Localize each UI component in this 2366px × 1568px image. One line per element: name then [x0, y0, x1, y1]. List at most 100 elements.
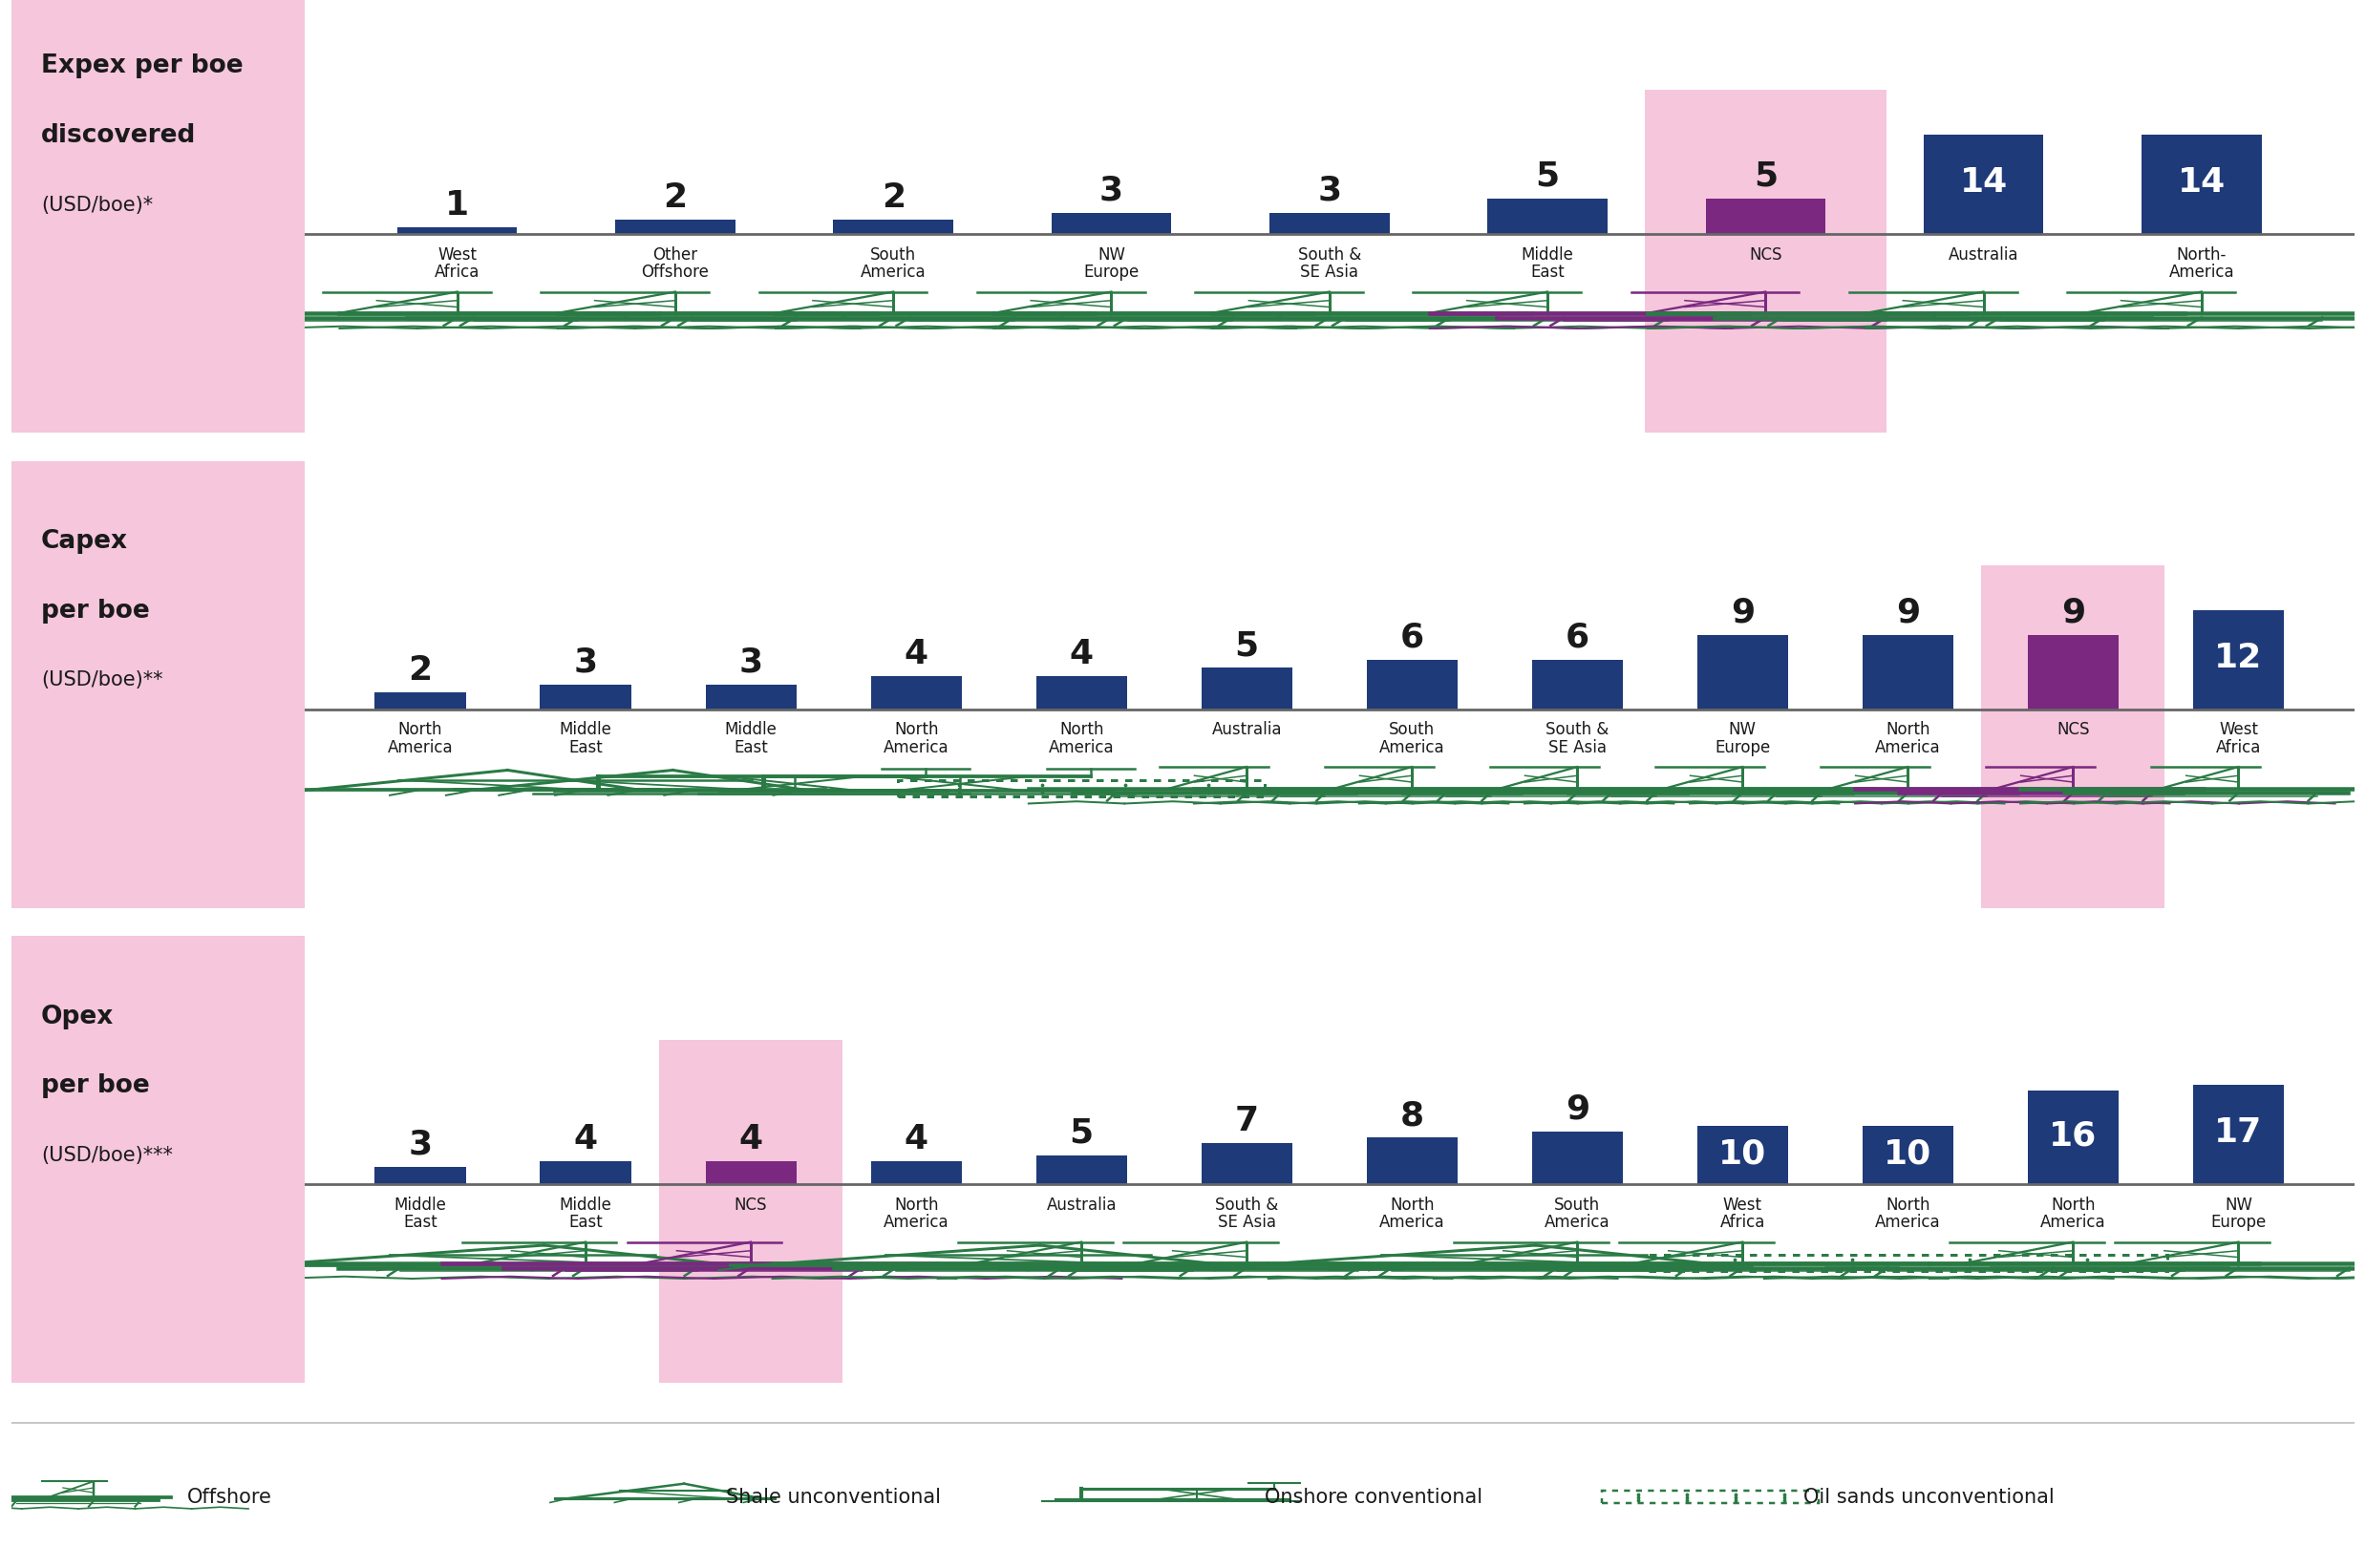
Text: America: America [388, 739, 454, 756]
Text: America: America [883, 1214, 949, 1231]
Text: 10: 10 [1883, 1138, 1933, 1170]
Bar [1602, 1491, 1817, 1504]
Text: North: North [397, 721, 442, 739]
Text: Middle: Middle [558, 1196, 613, 1214]
Text: 3: 3 [1100, 174, 1124, 207]
Text: Australia: Australia [1950, 246, 2018, 263]
Bar [1980, 566, 2165, 908]
Text: South &: South & [1299, 246, 1360, 263]
Text: South: South [871, 246, 916, 263]
Bar [1202, 668, 1292, 709]
Text: North-: North- [2177, 246, 2226, 263]
Bar [1202, 1143, 1292, 1184]
Text: Offshore: Offshore [187, 1488, 272, 1507]
Text: America: America [1379, 739, 1446, 756]
Bar [1051, 213, 1171, 234]
Text: West: West [2219, 721, 2257, 739]
Bar [615, 220, 736, 234]
Text: East: East [568, 1214, 603, 1231]
Bar [1036, 676, 1126, 709]
Text: per boe: per boe [40, 1074, 149, 1098]
Text: East: East [1531, 263, 1564, 281]
Bar [1036, 1156, 1126, 1184]
Text: SE Asia: SE Asia [1301, 263, 1358, 281]
Text: 9: 9 [1895, 596, 1919, 629]
Text: 1: 1 [445, 188, 468, 221]
Text: Australia: Australia [1211, 721, 1282, 739]
Text: Other: Other [653, 246, 698, 263]
Text: 9: 9 [1566, 1093, 1590, 1126]
Text: 3: 3 [409, 1129, 433, 1160]
Text: 14: 14 [2177, 166, 2226, 199]
Text: 4: 4 [904, 638, 927, 670]
Text: America: America [1876, 1214, 1940, 1231]
Text: West: West [438, 246, 478, 263]
Text: South: South [1389, 721, 1436, 739]
Text: 4: 4 [573, 1123, 599, 1156]
Bar [899, 779, 1266, 797]
Text: Africa: Africa [1720, 1214, 1765, 1231]
Bar [2028, 635, 2118, 709]
Text: East: East [733, 739, 769, 756]
Text: (USD/boe)*: (USD/boe)* [40, 196, 154, 215]
Text: 3: 3 [738, 646, 762, 679]
Text: 5: 5 [1753, 160, 1777, 193]
Bar [833, 220, 953, 234]
Text: America: America [883, 739, 949, 756]
Text: 4: 4 [904, 1123, 927, 1156]
Text: Opex: Opex [40, 1004, 114, 1029]
Text: America: America [1545, 1214, 1611, 1231]
Text: Australia: Australia [1046, 1196, 1117, 1214]
Text: NW: NW [1098, 246, 1126, 263]
Bar [1696, 635, 1789, 709]
Text: NW: NW [1730, 721, 1756, 739]
Text: Offshore: Offshore [641, 263, 710, 281]
Text: America: America [1876, 739, 1940, 756]
Text: 12: 12 [2215, 641, 2262, 674]
Bar [397, 227, 518, 234]
Text: Capex: Capex [40, 528, 128, 554]
Text: 7: 7 [1235, 1105, 1259, 1137]
Text: NCS: NCS [1748, 246, 1782, 263]
Bar [1271, 213, 1389, 234]
Bar [1644, 91, 1886, 433]
Bar [1862, 1126, 1954, 1184]
Text: Middle: Middle [558, 721, 613, 739]
Text: 5: 5 [1069, 1116, 1093, 1149]
Text: America: America [861, 263, 925, 281]
Text: NCS: NCS [733, 1196, 767, 1214]
Bar [374, 1167, 466, 1184]
Text: 6: 6 [1401, 621, 1424, 654]
Bar [871, 676, 961, 709]
Bar [871, 1160, 961, 1184]
Text: Europe: Europe [1084, 263, 1138, 281]
Text: North: North [1389, 1196, 1434, 1214]
Text: Middle: Middle [395, 1196, 447, 1214]
Bar [2193, 610, 2283, 709]
Text: Oil sands unconventional: Oil sands unconventional [1803, 1488, 2054, 1507]
Text: per boe: per boe [40, 599, 149, 622]
Text: 2: 2 [409, 654, 433, 687]
Text: SE Asia: SE Asia [1547, 739, 1607, 756]
Text: Europe: Europe [2210, 1214, 2267, 1231]
Text: North: North [894, 1196, 939, 1214]
Text: 10: 10 [1718, 1138, 1767, 1170]
Text: North: North [2051, 1196, 2096, 1214]
Text: 4: 4 [738, 1123, 762, 1156]
Text: Shale unconventional: Shale unconventional [726, 1488, 942, 1507]
Text: 2: 2 [880, 182, 906, 213]
Text: 14: 14 [1959, 166, 2006, 199]
Text: 2: 2 [662, 182, 686, 213]
Text: Middle: Middle [1521, 246, 1573, 263]
Text: South: South [1554, 1196, 1599, 1214]
Text: 3: 3 [1318, 174, 1342, 207]
Text: North: North [1886, 1196, 1931, 1214]
Text: America: America [1379, 1214, 1446, 1231]
Text: South &: South & [1216, 1196, 1278, 1214]
Bar [705, 684, 797, 709]
Bar [1531, 660, 1623, 709]
Text: discovered: discovered [40, 124, 196, 147]
Bar [1649, 1254, 2167, 1272]
Bar [1368, 660, 1457, 709]
Text: North: North [1060, 721, 1103, 739]
